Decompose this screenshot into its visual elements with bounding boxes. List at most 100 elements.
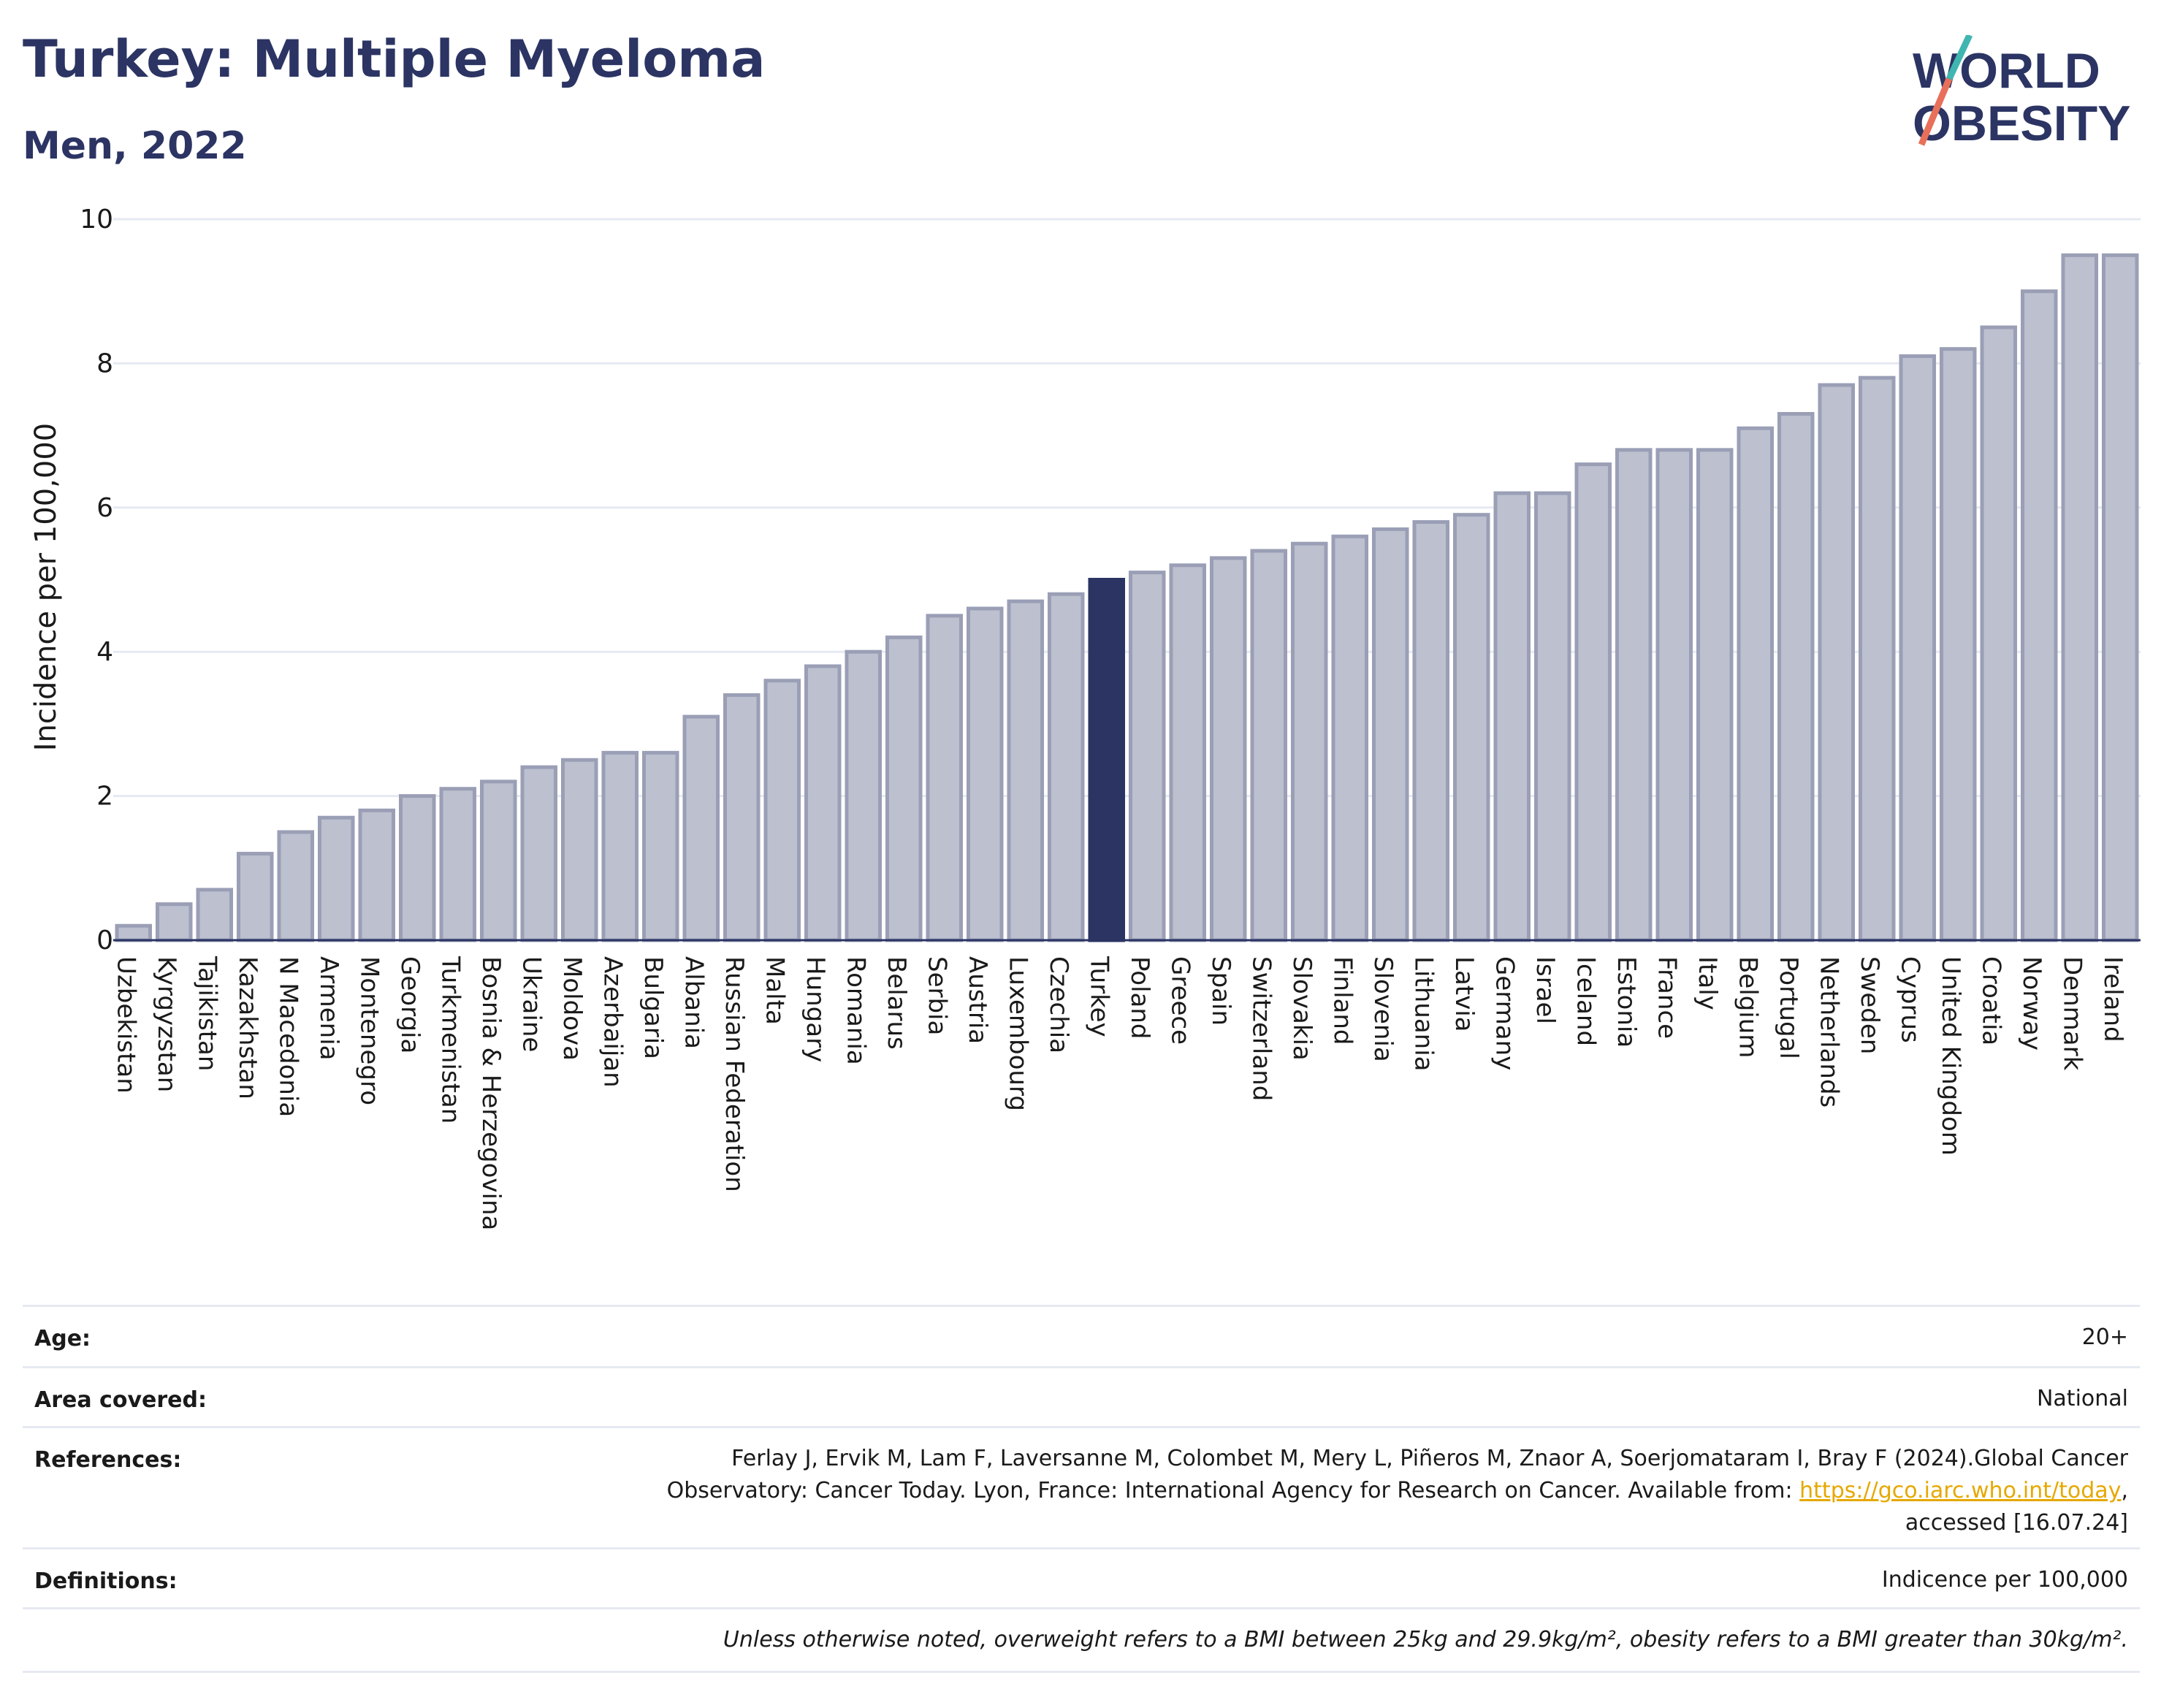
bar-sweden[interactable] [1858, 375, 1896, 942]
y-axis-ticks: 0 2 4 6 8 10 [80, 205, 113, 956]
bar-finland[interactable] [1331, 534, 1369, 942]
x-tick-label: Romania [841, 956, 870, 1065]
x-tick-label: Switzerland [1246, 956, 1276, 1101]
bar-belarus[interactable] [885, 635, 923, 942]
bar-armenia[interactable] [317, 815, 355, 942]
definitions-value: Indicence per 100,000 [1881, 1567, 2128, 1593]
x-tick-label: Luxembourg [1003, 956, 1032, 1111]
references-label: References: [34, 1447, 182, 1473]
bar-israel[interactable] [1533, 491, 1571, 942]
x-tick-label: Hungary [801, 956, 830, 1062]
bar-turkmenistan[interactable] [439, 787, 477, 942]
x-tick-label: Netherlands [1814, 956, 1843, 1107]
y-tick-label: 4 [96, 637, 113, 667]
bar-russian-federation[interactable] [723, 693, 761, 942]
x-tick-label: Italy [1693, 956, 1722, 1010]
bar-estonia[interactable] [1615, 448, 1653, 942]
x-tick-label: Belgium [1733, 956, 1762, 1058]
y-tick-label: 8 [96, 348, 113, 378]
bars [115, 253, 2139, 942]
age-label: Age: [34, 1326, 91, 1351]
bar-kazakhstan[interactable] [236, 852, 274, 942]
x-tick-label: Montenegro [354, 956, 384, 1105]
x-tick-label: Iceland [1571, 956, 1600, 1046]
bar-austria[interactable] [966, 606, 1004, 942]
x-tick-label: Malta [760, 956, 789, 1025]
bar-portugal[interactable] [1777, 411, 1815, 942]
bar-spain[interactable] [1209, 556, 1247, 942]
bar-france[interactable] [1655, 448, 1693, 942]
bar-bosnia-herzegovina[interactable] [479, 779, 517, 942]
bar-poland[interactable] [1128, 571, 1166, 942]
x-tick-label: Israel [1531, 956, 1560, 1024]
x-tick-label: Portugal [1774, 956, 1803, 1059]
x-tick-label: Austria [963, 956, 992, 1044]
x-tick-label: Denmark [2057, 956, 2086, 1071]
bar-hungary[interactable] [804, 664, 842, 942]
y-tick-label: 0 [96, 926, 113, 956]
bar-turkey[interactable] [1088, 578, 1126, 942]
bar-serbia[interactable] [926, 614, 964, 942]
references-line2-text: Observatory: Cancer Today. Lyon, France:… [666, 1478, 1800, 1503]
x-tick-label: Cyprus [1895, 956, 1924, 1043]
bar-iceland[interactable] [1574, 462, 1612, 942]
bar-ukraine[interactable] [520, 765, 558, 942]
bar-uzbekistan[interactable] [115, 923, 153, 942]
x-tick-label: Slovakia [1287, 956, 1316, 1061]
y-tick-label: 2 [96, 782, 113, 812]
x-tick-label: Germany [1490, 956, 1519, 1070]
bar-denmark[interactable] [2061, 253, 2099, 942]
x-tick-label: Turkmenistan [435, 956, 465, 1124]
bar-bulgaria[interactable] [641, 750, 679, 942]
bar-greece[interactable] [1169, 563, 1207, 942]
info-row-area: Area covered: National [23, 1366, 2140, 1428]
x-tick-label: Spain [1206, 956, 1235, 1026]
bar-romania[interactable] [845, 649, 883, 942]
bar-albania[interactable] [682, 714, 720, 942]
y-tick-label: 10 [80, 205, 113, 235]
x-tick-label: Belarus [882, 956, 911, 1050]
bar-montenegro[interactable] [358, 808, 396, 942]
chart-title: Turkey: Multiple Myeloma [23, 29, 766, 89]
bar-germany[interactable] [1493, 491, 1531, 942]
info-row-references: References: Ferlay J, Ervik M, Lam F, La… [23, 1426, 2140, 1549]
bar-tajikistan[interactable] [196, 888, 234, 942]
bar-slovenia[interactable] [1371, 527, 1409, 942]
bar-malta[interactable] [763, 679, 801, 942]
info-row-definitions: Definitions: Indicence per 100,000 [23, 1547, 2140, 1609]
x-tick-label: Bulgaria [639, 956, 668, 1059]
references-line1: Ferlay J, Ervik M, Lam F, Laversanne M, … [731, 1446, 2128, 1471]
bar-ireland[interactable] [2101, 253, 2139, 942]
bar-n-macedonia[interactable] [277, 830, 315, 942]
bar-georgia[interactable] [398, 794, 436, 942]
bar-azerbaijan[interactable] [601, 750, 639, 942]
bar-croatia[interactable] [1980, 325, 2018, 942]
bar-moldova[interactable] [560, 758, 598, 942]
area-value: National [2036, 1386, 2128, 1411]
x-axis-tick-labels: Uzbekistan Kyrgyzstan Tajikistan Kazakhstan… [111, 956, 2127, 1230]
x-tick-label: Czechia [1044, 956, 1073, 1053]
bar-norway[interactable] [2020, 289, 2058, 942]
references-link[interactable]: https://gco.iarc.who.int/today [1799, 1478, 2122, 1503]
bar-kyrgyzstan[interactable] [155, 902, 193, 942]
x-tick-label: Slovenia [1368, 956, 1398, 1062]
bar-united-kingdom[interactable] [1939, 347, 1977, 942]
bar-lithuania[interactable] [1412, 520, 1450, 942]
bar-chart: 0 2 4 6 8 10 Uzbekistan Kyrgyzstan Tajikistan Ka… [29, 205, 2141, 1230]
x-tick-label: Turkey [1084, 956, 1113, 1037]
x-tick-label: Georgia [395, 956, 424, 1053]
bar-switzerland[interactable] [1250, 549, 1288, 942]
bar-cyprus[interactable] [1899, 354, 1937, 942]
bar-luxembourg[interactable] [1007, 599, 1045, 942]
chart-subtitle: Men, 2022 [23, 124, 247, 168]
bar-italy[interactable] [1696, 448, 1734, 942]
x-tick-label: Ukraine [517, 956, 546, 1052]
bar-belgium[interactable] [1737, 426, 1775, 942]
bar-czechia[interactable] [1047, 592, 1085, 942]
bar-netherlands[interactable] [1818, 383, 1856, 942]
bar-slovakia[interactable] [1290, 541, 1328, 942]
x-tick-label: Finland [1327, 956, 1357, 1045]
bar-latvia[interactable] [1452, 513, 1490, 942]
x-tick-label: Uzbekistan [111, 956, 140, 1094]
world-obesity-logo: WORLD OBESITY [1913, 35, 2131, 151]
